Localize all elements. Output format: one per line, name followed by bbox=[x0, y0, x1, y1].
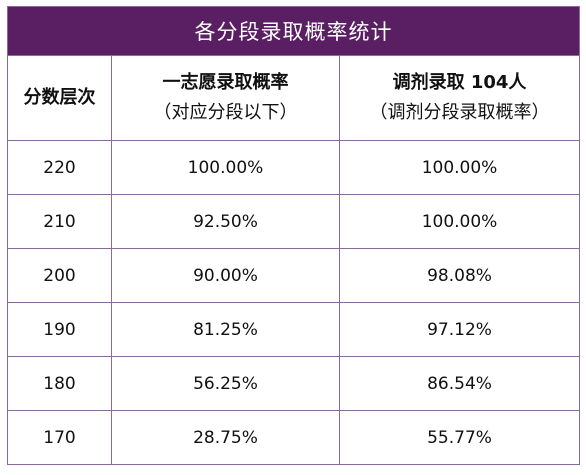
adjusted-cell: 100.00% bbox=[338, 194, 581, 249]
adjusted-cell: 98.08% bbox=[338, 248, 581, 303]
first-choice-cell: 28.75% bbox=[111, 410, 340, 465]
header-score-level: 分数层次 bbox=[7, 55, 112, 141]
first-choice-cell: 81.25% bbox=[111, 302, 340, 357]
score-cell: 210 bbox=[7, 194, 112, 249]
header-first-choice-note: （对应分段以下） bbox=[153, 102, 298, 123]
score-cell: 180 bbox=[7, 356, 112, 411]
table-row: 170 28.75% 55.77% bbox=[7, 410, 581, 465]
score-cell: 200 bbox=[7, 248, 112, 303]
adjusted-cell: 97.12% bbox=[338, 302, 581, 357]
header-adjusted-note: （调剂分段录取概率） bbox=[369, 102, 550, 123]
adjusted-cell: 55.77% bbox=[338, 410, 581, 465]
header-score-level-label: 分数层次 bbox=[23, 87, 96, 108]
first-choice-cell: 56.25% bbox=[111, 356, 340, 411]
first-choice-cell: 90.00% bbox=[111, 248, 340, 303]
score-cell: 190 bbox=[7, 302, 112, 357]
first-choice-cell: 92.50% bbox=[111, 194, 340, 249]
score-cell: 220 bbox=[7, 140, 112, 195]
header-adjusted-label: 调剂录取 bbox=[392, 72, 465, 93]
table-row: 210 92.50% 100.00% bbox=[7, 194, 581, 249]
table-row: 200 90.00% 98.08% bbox=[7, 248, 581, 303]
table-row: 190 81.25% 97.12% bbox=[7, 302, 581, 357]
header-adjusted-count: 104人 bbox=[470, 72, 527, 93]
first-choice-cell: 100.00% bbox=[111, 140, 340, 195]
header-adjusted-label-line: 调剂录取 104人 bbox=[340, 68, 579, 98]
header-adjusted: 调剂录取 104人 （调剂分段录取概率） bbox=[338, 55, 581, 141]
score-cell: 170 bbox=[7, 410, 112, 465]
table-row: 220 100.00% 100.00% bbox=[7, 140, 581, 195]
header-first-choice: 一志愿录取概率 （对应分段以下） bbox=[111, 55, 340, 141]
adjusted-cell: 100.00% bbox=[338, 140, 581, 195]
header-first-choice-label: 一志愿录取概率 bbox=[162, 72, 289, 93]
table-title: 各分段录取概率统计 bbox=[6, 6, 581, 56]
header-row: 分数层次 一志愿录取概率 （对应分段以下） 调剂录取 104人 （调剂分段录取概… bbox=[7, 55, 581, 141]
admission-probability-table: 各分段录取概率统计 分数层次 一志愿录取概率 （对应分段以下） 调剂录取 104… bbox=[6, 6, 581, 465]
adjusted-cell: 86.54% bbox=[338, 356, 581, 411]
table-row: 180 56.25% 86.54% bbox=[7, 356, 581, 411]
